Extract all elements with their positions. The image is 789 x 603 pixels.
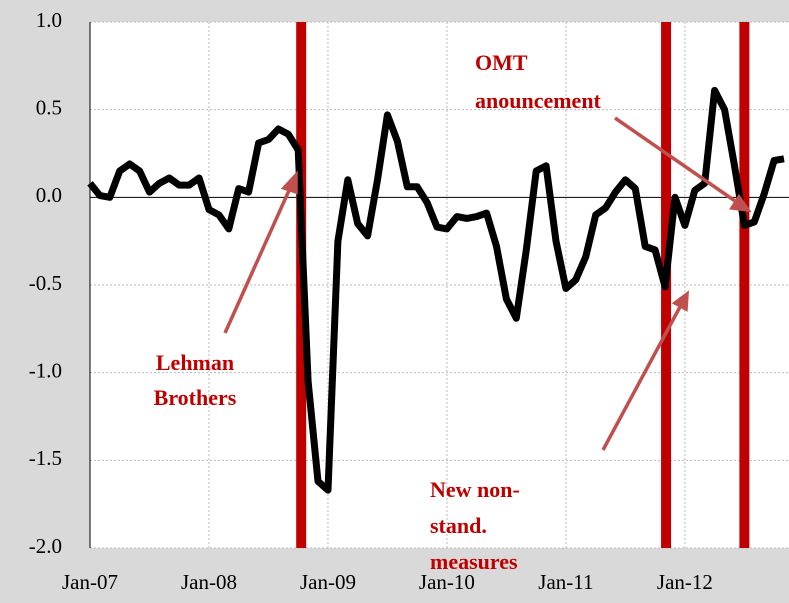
annotation: measures <box>430 549 518 574</box>
arrow-head <box>671 290 689 312</box>
x-tick-label: Jan-09 <box>300 570 356 594</box>
x-tick-label: Jan-08 <box>181 570 237 594</box>
y-tick-label: -0.5 <box>29 271 62 295</box>
arrow <box>601 304 683 451</box>
y-tick-label: 1.0 <box>36 8 62 32</box>
annotation: anouncement <box>475 88 602 113</box>
y-tick-label: 0.5 <box>36 95 62 119</box>
x-tick-label: Jan-11 <box>538 570 593 594</box>
x-tick-label: Jan-07 <box>62 570 118 594</box>
annotation: Lehman <box>156 350 234 375</box>
arrow <box>614 116 739 205</box>
arrow <box>223 185 293 334</box>
y-tick-label: 0.0 <box>36 183 62 207</box>
annotations: Lehman Brothers OMT anouncement New non-stan… <box>154 50 602 574</box>
x-tick-label: Jan-10 <box>419 570 475 594</box>
annotation: stand. <box>430 513 487 538</box>
annotation: Brothers <box>154 385 237 410</box>
arrows <box>223 116 752 451</box>
y-tick-label: -1.0 <box>29 358 62 382</box>
arrow-head <box>729 193 752 213</box>
annotation: New non- <box>430 477 520 502</box>
arrow-head <box>280 170 298 195</box>
x-tick-label: Jan-12 <box>657 570 713 594</box>
plot <box>87 86 785 494</box>
y-tick-label: -1.5 <box>29 446 62 470</box>
y-tick-label: -2.0 <box>29 534 62 558</box>
annotation: OMT <box>475 50 528 75</box>
series-line <box>87 86 785 494</box>
